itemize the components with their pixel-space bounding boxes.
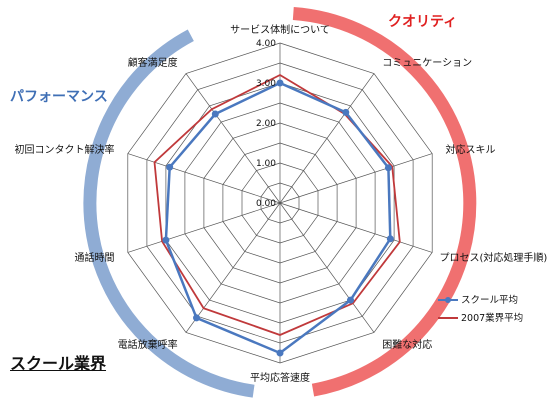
group-label-quality: クオリティ [388,14,457,30]
axis-label: サービス体制について [230,23,330,36]
axis-labels: サービス体制について コミュニケーション 対応スキル プロセス(対応処理手順) … [15,23,548,384]
tick-labels: 0.00 1.00 2.00 3.00 4.00 [256,39,276,209]
axis-label: 平均応答速度 [250,371,310,384]
grid-spoke [185,202,281,333]
series-point [386,235,394,243]
legend-label-school-average: スクール平均 [461,294,518,306]
axis-label: 電話放棄呼率 [118,338,178,351]
group-label-performance: パフォーマンス [10,89,108,105]
series-point [276,349,284,357]
series-point [162,236,170,244]
axis-label: 対応スキル [446,143,496,156]
legend-marker-school-average [445,297,451,303]
legend-label-industry-average: 2007業界平均 [461,312,523,324]
grid-spoke [279,202,375,333]
series-layer [153,73,401,357]
axis-label: 初回コンタクト解決率 [15,143,115,156]
series-point [193,314,200,322]
performance-group-arc [83,29,255,398]
tick-label: 2.00 [256,119,276,129]
series-point [347,296,354,304]
series-point [342,108,350,116]
grid-spoke [279,73,375,204]
axis-label: 通話時間 [75,251,115,264]
tick-label: 0.00 [256,199,276,209]
grid-spoke [127,153,281,204]
axis-label: 困難な対応 [382,338,432,351]
tick-label: 1.00 [256,159,276,169]
radar-grid [127,42,433,364]
series-point [166,163,174,171]
series-line [153,73,401,336]
quality-group-arc [292,7,477,397]
industry-title: スクール業界 [10,354,107,373]
grid-spoke [279,202,433,253]
axis-label: 顧客満足度 [128,56,178,69]
axis-label: プロセス(対応処理手順) [440,251,548,264]
grid-spoke [127,202,281,253]
series-point [211,110,219,118]
grid-spoke [279,153,433,204]
series-point [276,79,284,87]
series-point [384,164,392,172]
axis-label: コミュニケーション [382,57,472,69]
tick-label: 3.00 [256,79,276,89]
legend: スクール平均 2007業界平均 [438,294,523,324]
tick-label: 4.00 [256,39,276,49]
grid-spoke [185,73,281,204]
